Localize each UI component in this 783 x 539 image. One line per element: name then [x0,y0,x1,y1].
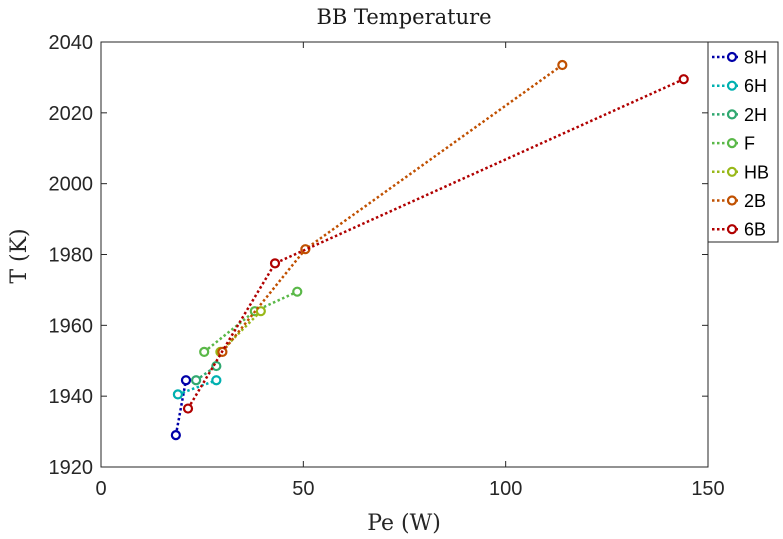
data-point [255,306,266,317]
data-point [269,258,281,269]
data-point [292,286,303,297]
legend-item: F [712,134,755,154]
series-line [186,78,685,410]
legend-label: 6H [744,76,767,96]
legend-label: 2H [744,105,767,125]
y-tick-label: 1940 [49,386,94,408]
y-tick-label: 1920 [49,457,94,479]
series-8h [170,375,192,441]
legend-item: 2H [712,105,767,125]
y-tick-label: 2000 [49,174,94,196]
plot-area [100,41,709,468]
data-point [180,375,192,386]
series-line [177,379,217,396]
legend-marker [726,80,738,91]
y-axis: 1920 1940 1960 1980 2000 2020 2040 [49,32,708,479]
x-tick-label: 50 [292,478,314,500]
x-tick-label: 100 [489,478,522,500]
series-layer [170,59,689,441]
legend-marker [726,51,738,63]
series-line [203,290,298,353]
legend-label: 2B [744,191,766,211]
x-axis-label: Pe (W) [367,511,441,536]
legend-marker [726,166,738,177]
y-tick-label: 1980 [49,245,94,267]
legend-marker [726,195,738,206]
legend-marker [726,224,738,235]
series-6b [182,74,689,414]
legend-marker [726,138,738,149]
y-axis-label: T (K) [7,228,32,283]
legend-label: 6B [744,220,766,240]
data-point [170,430,181,441]
series-line [174,380,188,436]
y-tick-label: 1960 [49,315,94,337]
data-point [190,375,202,386]
chart-title: BB Temperature [316,5,491,29]
legend-item: HB [712,162,769,182]
legend-label: F [744,134,755,154]
legend-label: 8H [744,48,767,68]
legend-box [707,41,779,243]
legend: 8H 6H 2H F HB 2B 6B [707,41,779,243]
y-tick-label: 2020 [49,103,94,125]
legend-item: 6H [712,76,767,96]
y-tick-label: 2040 [49,32,94,54]
x-tick-label: 150 [691,478,724,500]
data-point [172,389,183,400]
data-point [678,74,689,85]
legend-marker [726,109,738,120]
data-point [557,59,568,71]
legend-label: HB [744,162,769,182]
series-6h [172,375,222,400]
x-tick-label: 0 [95,478,106,500]
data-point [182,403,194,414]
legend-item: 6B [712,220,766,240]
legend-item: 8H [712,48,767,68]
x-axis: 0 50 100 150 [95,42,725,500]
data-point [199,346,210,357]
data-point [211,360,222,372]
legend-item: 2B [712,191,766,211]
data-point [211,375,222,386]
